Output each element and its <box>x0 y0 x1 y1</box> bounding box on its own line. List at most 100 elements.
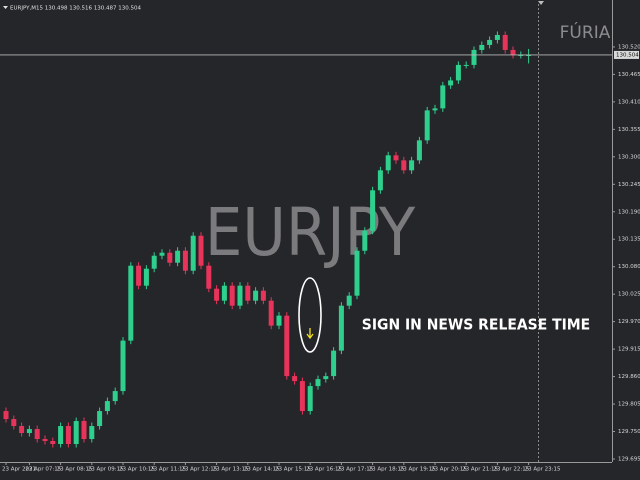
candle-body <box>526 54 532 56</box>
candle-body <box>299 381 305 412</box>
x-tick-label: 23 Apr 08:15 <box>57 467 93 473</box>
candle-body <box>97 411 103 427</box>
candle-body <box>377 170 383 191</box>
x-tick-label: 23 Apr 10:15 <box>119 467 155 473</box>
candle-body <box>409 160 415 171</box>
candle-body <box>3 411 9 420</box>
y-tick-label: 129.805 <box>618 402 640 408</box>
price-label: 130.504 <box>616 52 639 58</box>
candle-body <box>292 376 298 382</box>
candle-body <box>143 268 149 286</box>
candle-body <box>510 49 516 55</box>
candle-body <box>190 235 196 271</box>
candle-body <box>19 426 25 434</box>
candle-body <box>128 265 134 341</box>
candle-body <box>432 108 438 111</box>
y-tick-label: 130.080 <box>618 264 640 270</box>
header-marker <box>3 6 8 9</box>
candle-body <box>440 85 446 109</box>
candle-body <box>518 54 524 56</box>
y-tick-label: 130.355 <box>618 127 640 133</box>
candle-body <box>307 386 313 412</box>
y-tick-label: 130.025 <box>618 292 640 298</box>
header: EURJPY,M15 130.498 130.516 130.487 130.5… <box>10 6 141 12</box>
x-tick-label: 23 Apr 2021 <box>2 467 36 473</box>
candle-body <box>237 285 243 306</box>
brand: FÚRIA <box>560 21 611 43</box>
y-tick-label: 130.300 <box>618 154 640 160</box>
candle-body <box>58 426 64 445</box>
x-tick-label: 23 Apr 13:15 <box>213 467 249 473</box>
candle-body <box>221 285 227 301</box>
x-tick-label: 23 Apr 16:15 <box>306 467 342 473</box>
x-tick-label: 23 Apr 15:15 <box>275 467 311 473</box>
x-tick-label: 23 Apr 22:15 <box>493 467 529 473</box>
candle-body <box>65 426 71 445</box>
candle-body <box>42 439 48 442</box>
candle-body <box>284 315 290 377</box>
candle-body <box>34 429 40 440</box>
x-tick-label: 23 Apr 20:15 <box>431 467 467 473</box>
candle-body <box>502 34 508 50</box>
x-tick-label: 23 Apr 12:15 <box>181 467 217 473</box>
candle-body <box>487 39 493 45</box>
candle-body <box>206 265 212 289</box>
y-tick-label: 130.190 <box>618 209 640 215</box>
candle-body <box>151 255 157 269</box>
candle-body <box>229 285 235 306</box>
y-tick-label: 130.520 <box>618 44 640 50</box>
y-tick-label: 129.750 <box>618 429 640 435</box>
annotation: SIGN IN NEWS RELEASE TIME <box>362 316 590 334</box>
candle-body <box>245 285 251 301</box>
candle-body <box>416 140 422 161</box>
y-tick-label: 129.695 <box>618 457 640 463</box>
candle-body <box>50 441 56 445</box>
shift-marker <box>538 1 544 5</box>
signal-arrow <box>306 328 314 340</box>
candle-body <box>455 64 461 81</box>
candle-body <box>81 421 87 440</box>
y-tick-label: 130.135 <box>618 237 640 243</box>
y-tick-label: 130.410 <box>618 99 640 105</box>
candle-body <box>494 34 500 40</box>
candle-body <box>362 230 368 251</box>
candle-body <box>11 419 17 427</box>
x-tick-label: 23 Apr 17:15 <box>337 467 373 473</box>
y-tick-label: 129.915 <box>618 347 640 353</box>
candle-body <box>268 300 274 326</box>
candle-body <box>393 155 399 161</box>
candle-body <box>159 252 165 256</box>
candle-body <box>479 44 485 50</box>
candle-body <box>175 250 181 263</box>
x-tick-label: 23 Apr 07:15 <box>25 467 61 473</box>
candle-body <box>463 64 469 66</box>
candle-body <box>26 429 32 434</box>
candle-body <box>136 265 142 286</box>
candle-body <box>401 160 407 171</box>
candle-body <box>471 49 477 65</box>
y-tick-label: 130.465 <box>618 72 640 78</box>
candle-body <box>112 391 118 402</box>
candle-body <box>120 340 126 392</box>
y-tick-label: 129.970 <box>618 319 640 325</box>
candle-body <box>167 252 173 263</box>
x-tick-label: 23 Apr 19:15 <box>400 467 436 473</box>
candle-body <box>214 288 220 301</box>
candles <box>3 31 532 448</box>
candle-body <box>276 315 282 326</box>
candle-body <box>104 401 110 412</box>
x-tick-label: 23 Apr 23:15 <box>525 467 561 473</box>
candle-body <box>331 350 337 377</box>
candle-body <box>323 376 329 380</box>
candle-body <box>385 155 391 171</box>
candle-body <box>354 250 360 296</box>
candle-body <box>73 421 79 445</box>
candle-body <box>315 379 321 387</box>
candle-body <box>260 290 266 301</box>
candle-body <box>198 235 204 266</box>
x-tick-label: 23 Apr 18:15 <box>369 467 405 473</box>
watermark: EURJPY <box>205 194 416 271</box>
candle-body <box>338 305 344 351</box>
x-tick-label: 23 Apr 11:15 <box>150 467 186 473</box>
